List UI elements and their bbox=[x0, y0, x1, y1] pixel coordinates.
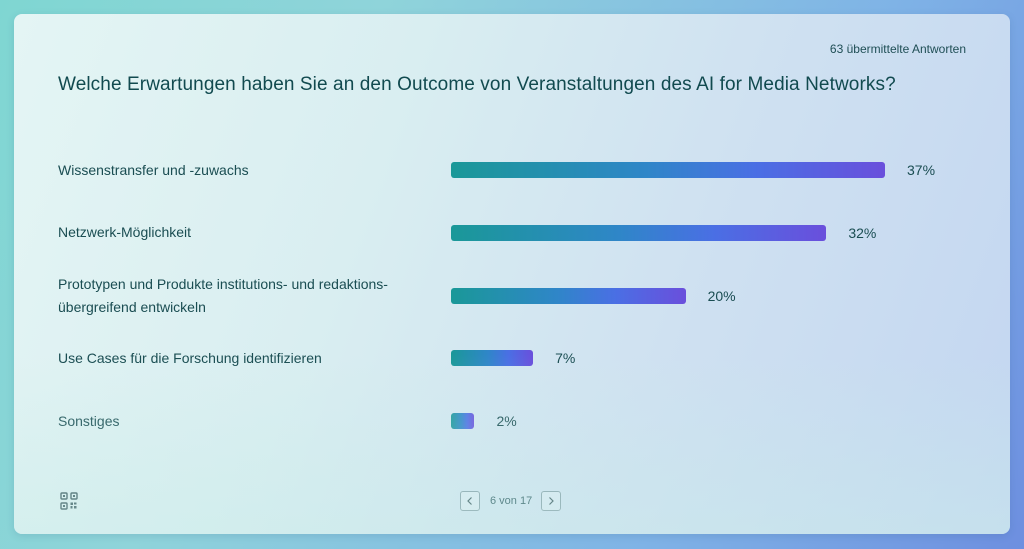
value-label: 20% bbox=[707, 287, 736, 304]
category-label-line: übergreifend entwickeln bbox=[58, 298, 206, 315]
category-label-line: Sonstiges bbox=[58, 412, 120, 429]
category-label: Netzwerk-Möglichkeit bbox=[58, 221, 418, 244]
value-label: 37% bbox=[907, 162, 936, 178]
bar bbox=[451, 287, 686, 304]
bar bbox=[451, 224, 827, 241]
results-card: 63 übermittelte Antworten Welche Erwartu… bbox=[14, 14, 1010, 534]
category-label: Use Cases für die Forschung identifizier… bbox=[58, 347, 418, 370]
question-title: Welche Erwartungen haben Sie an den Outc… bbox=[58, 74, 896, 95]
bar bbox=[451, 350, 534, 367]
category-label-line: Prototypen und Produkte institutions- un… bbox=[58, 275, 388, 292]
category-label: Prototypen und Produkte institutions- un… bbox=[58, 273, 418, 319]
category-label-line: Netzwerk-Möglichkeit bbox=[58, 224, 192, 241]
category-label-line: Wissenstransfer und -zuwachs bbox=[58, 161, 249, 178]
response-count: 63 übermittelte Antworten bbox=[829, 42, 966, 56]
value-label: 7% bbox=[555, 350, 576, 367]
chevron-left-icon bbox=[467, 497, 472, 505]
bar bbox=[451, 162, 885, 178]
category-label: Wissenstransfer und -zuwachs bbox=[58, 159, 418, 182]
category-label-line: Use Cases für die Forschung identifizier… bbox=[58, 349, 322, 366]
value-label: 2% bbox=[496, 413, 517, 430]
value-label: 32% bbox=[848, 224, 877, 241]
category-label: Sonstiges bbox=[58, 410, 418, 433]
chevron-right-icon bbox=[549, 497, 555, 505]
bar bbox=[451, 413, 475, 430]
page-indicator: 6 von 17 bbox=[490, 495, 533, 507]
pagination: 6 von 17 bbox=[460, 490, 562, 512]
qr-code-icon[interactable] bbox=[60, 492, 78, 510]
bar-chart: Wissenstransfer und -zuwachs 37% Netzwerk-… bbox=[14, 14, 1010, 534]
next-page-button[interactable] bbox=[541, 491, 562, 511]
previous-page-button[interactable] bbox=[460, 491, 480, 511]
